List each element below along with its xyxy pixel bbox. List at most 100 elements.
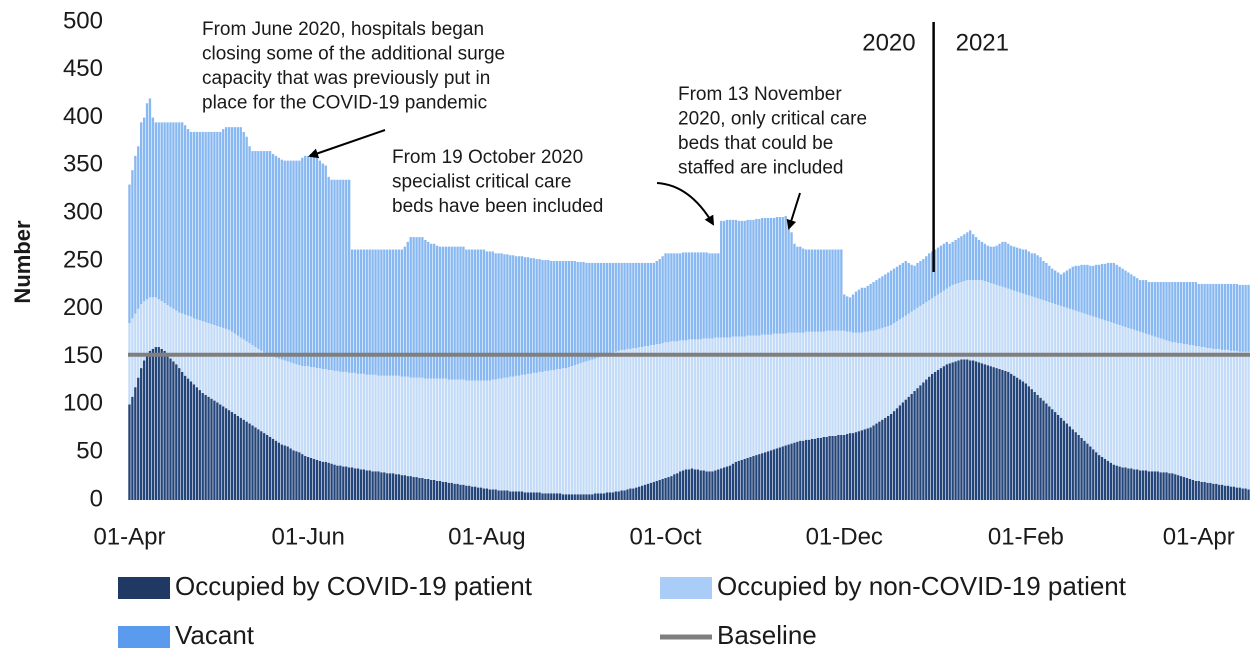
bar-segment <box>1191 345 1195 480</box>
bar-segment <box>948 286 951 364</box>
bar-segment <box>676 253 679 342</box>
bar-segment <box>872 282 875 331</box>
bar-segment <box>304 366 307 457</box>
bar-segment <box>183 125 187 315</box>
bar-segment <box>306 366 310 457</box>
bar-segment <box>462 379 465 485</box>
bar-segment <box>781 446 784 500</box>
bar-segment <box>517 375 521 492</box>
bar-segment <box>512 491 515 500</box>
bar-segment <box>722 220 726 338</box>
bar-segment <box>881 276 884 328</box>
bar-segment <box>1068 426 1072 500</box>
bar-segment <box>904 261 907 316</box>
bar-segment <box>248 146 251 344</box>
bar-segment <box>1188 478 1192 500</box>
bar-segment <box>435 245 439 379</box>
bar-segment <box>1121 467 1124 500</box>
bar-segment <box>831 435 834 500</box>
bar-segment <box>380 375 383 473</box>
bar-segment <box>1229 283 1233 351</box>
bar-segment <box>151 117 155 298</box>
bar-segment <box>942 366 946 500</box>
bar-segment <box>1162 339 1165 473</box>
year-label: 2021 <box>956 29 1009 56</box>
bar-segment <box>573 494 576 500</box>
bar-segment <box>169 306 172 359</box>
bar-segment <box>1220 349 1224 485</box>
bar-segment <box>239 417 242 500</box>
bar-segment <box>424 239 427 379</box>
bar-segment <box>816 249 820 332</box>
bar-segment <box>517 491 521 500</box>
bar-segment <box>497 378 500 491</box>
bar-segment <box>482 380 486 489</box>
bar-segment <box>690 339 694 469</box>
bar-segment <box>459 484 462 500</box>
bar-segment <box>799 246 802 333</box>
bar-segment <box>819 437 822 500</box>
bar-segment <box>321 461 324 500</box>
bar-segment <box>503 377 506 491</box>
bar-segment <box>497 490 500 500</box>
bar-segment <box>1153 282 1156 337</box>
bar-segment <box>201 392 204 500</box>
bar-segment <box>711 253 714 339</box>
bar-segment <box>1068 308 1072 427</box>
bar-segment <box>400 249 404 377</box>
bar-segment <box>848 297 852 332</box>
bar-segment <box>318 460 322 500</box>
bar-segment <box>731 219 735 337</box>
bar-segment <box>846 296 849 332</box>
bar-segment <box>1200 347 1203 482</box>
annotation-arrow <box>786 192 801 230</box>
bar-segment <box>374 374 377 472</box>
bar-segment <box>1071 266 1074 310</box>
bar-segment <box>954 239 957 284</box>
bar-segment <box>1241 284 1244 352</box>
bar-segment <box>547 370 550 494</box>
bar-segment <box>957 282 960 361</box>
bar-segment <box>251 151 254 346</box>
bar-segment <box>418 377 421 479</box>
bar-segment <box>550 493 553 500</box>
bar-segment <box>717 253 720 338</box>
bar-segment <box>406 376 409 477</box>
bar-segment <box>1103 458 1107 500</box>
bar-segment <box>227 329 231 411</box>
bar-segment <box>796 246 799 333</box>
bar-segment <box>227 127 231 330</box>
bar-segment <box>140 304 143 369</box>
bar-segment <box>327 369 330 463</box>
bar-segment <box>471 249 474 381</box>
bar-segment <box>491 489 494 500</box>
bar-segment <box>315 459 319 500</box>
bar-segment <box>854 291 858 333</box>
bar-segment <box>597 262 600 358</box>
bar-segment <box>822 249 825 332</box>
bar-segment <box>441 246 445 379</box>
bar-segment <box>1042 400 1045 500</box>
bar-segment <box>268 151 272 356</box>
bar-segment <box>1182 344 1186 478</box>
bar-segment <box>579 494 582 500</box>
bar-segment <box>553 369 556 494</box>
bar-segment <box>251 425 254 500</box>
bar-segment <box>383 472 386 500</box>
bar-segment <box>658 344 661 480</box>
bar-segment <box>192 384 196 500</box>
bar-segment <box>843 434 846 500</box>
bar-segment <box>309 457 313 500</box>
bar-segment <box>1156 282 1159 338</box>
bar-segment <box>638 347 641 487</box>
bar-segment <box>840 249 843 331</box>
bar-segment <box>1121 268 1124 327</box>
bar-segment <box>1159 282 1162 339</box>
bar-segment <box>652 481 656 500</box>
bar-segment <box>796 441 799 500</box>
bar-segment <box>213 400 216 500</box>
bar-segment <box>992 246 995 284</box>
bar-segment <box>172 122 175 309</box>
bar-segment <box>204 131 207 323</box>
bar-segment <box>142 301 146 361</box>
